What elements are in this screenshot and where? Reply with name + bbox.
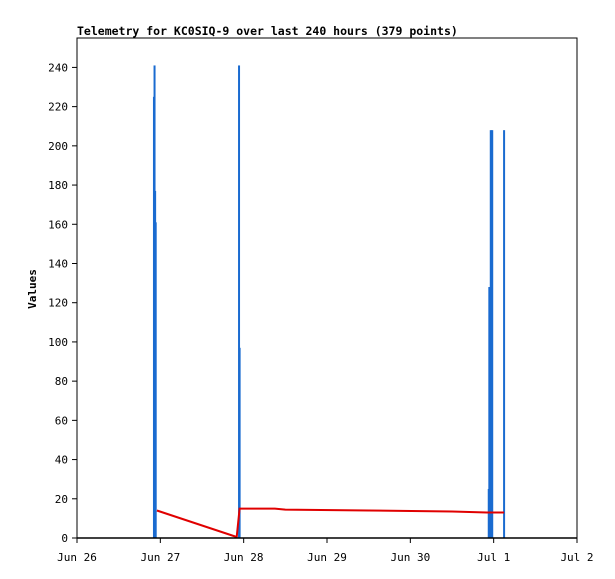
data-bar: [503, 130, 506, 538]
plot-frame: [76, 37, 578, 539]
bar-series: [152, 65, 506, 539]
y-axis-ticks: 0 20 40 60 80 100 120 140 160 180 200 220 240: [48, 61, 77, 545]
y-tick-label: 80: [55, 375, 68, 388]
y-tick-label: 140: [48, 257, 68, 270]
x-tick-label: Jun 27: [140, 551, 180, 564]
x-tick-label: Jul 1: [477, 551, 510, 564]
x-tick-label: Jun 29: [307, 551, 347, 564]
y-tick-label: 60: [55, 414, 68, 427]
y-tick-label: 200: [48, 140, 68, 153]
y-tick-label: 20: [55, 493, 68, 506]
data-bar: [238, 65, 241, 538]
y-tick-label: 180: [48, 179, 68, 192]
chart-title: Telemetry for KC0SIQ-9 over last 240 hou…: [77, 24, 458, 38]
y-tick-label: 240: [48, 61, 68, 74]
y-tick-label: 160: [48, 218, 68, 231]
y-tick-label: 220: [48, 101, 68, 114]
series-line: [156, 507, 505, 539]
data-bar: [491, 130, 494, 538]
line-series: [156, 507, 505, 539]
x-axis-ticks: Jun 26 Jun 27 Jun 28 Jun 29 Jun 30 Jul 1 Jul 2: [57, 538, 594, 564]
x-tick-label: Jun 30: [390, 551, 430, 564]
y-tick-label: 100: [48, 336, 68, 349]
x-tick-label: Jul 2: [560, 551, 593, 564]
y-tick-label: 0: [61, 532, 68, 545]
x-tick-label: Jun 26: [57, 551, 97, 564]
data-bar: [238, 347, 241, 538]
y-tick-label: 120: [48, 297, 68, 310]
x-tick-label: Jun 28: [224, 551, 264, 564]
y-tick-label: 40: [55, 454, 68, 467]
y-axis-label: Values: [26, 269, 39, 309]
data-bar: [154, 222, 157, 538]
